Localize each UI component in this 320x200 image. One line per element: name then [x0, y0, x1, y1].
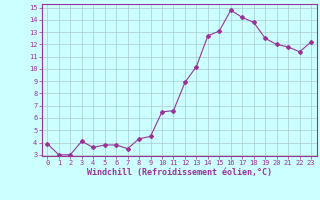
X-axis label: Windchill (Refroidissement éolien,°C): Windchill (Refroidissement éolien,°C)	[87, 168, 272, 177]
